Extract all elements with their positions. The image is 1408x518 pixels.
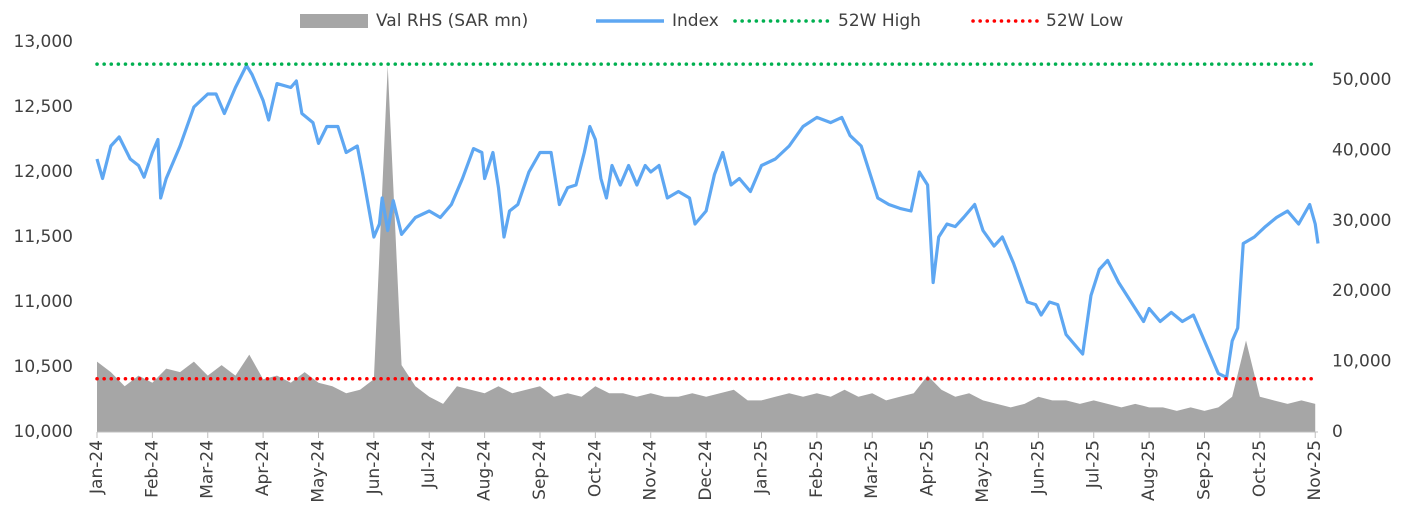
y-tick-label: 10,000 [14,422,73,442]
x-tick-label: Feb-25 [807,440,827,498]
x-tick-label: Aug-24 [475,440,495,501]
y-tick-label: 12,000 [14,162,73,182]
y2-tick-label: 30,000 [1332,211,1391,231]
x-tick-label: May-25 [973,440,993,503]
y-tick-label: 13,000 [14,32,73,52]
y2-tick-label: 50,000 [1332,70,1391,90]
legend-swatch [300,14,368,28]
x-tick-label: Jul-25 [1084,440,1104,489]
y-tick-label: 10,500 [14,357,73,377]
x-tick-label: May-24 [308,440,328,503]
x-tick-label: Jan-25 [751,440,771,495]
y2-tick-label: 20,000 [1332,281,1391,301]
x-tick-label: Sep-24 [530,440,550,500]
legend-label: Index [672,11,719,31]
index-line [95,63,1320,379]
x-tick-label: Jan-24 [87,440,107,495]
y-tick-label: 11,000 [14,292,73,312]
y-tick-label: 11,500 [14,227,73,247]
x-tick-label: Jun-25 [1028,440,1048,495]
x-tick-label: Oct-25 [1250,440,1270,497]
x-tick-label: Jul-24 [419,440,439,489]
x-tick-label: Dec-24 [696,440,716,501]
legend-label: Val RHS (SAR mn) [376,11,528,31]
x-tick-label: Apr-25 [918,440,938,496]
x-tick-label: Nov-24 [641,440,661,501]
x-tick-label: Feb-24 [142,440,162,498]
y2-tick-label: 10,000 [1332,352,1391,372]
x-tick-label: Oct-24 [585,440,605,497]
x-tick-label: Nov-25 [1305,440,1325,501]
x-tick-label: Mar-25 [862,440,882,499]
y-tick-label: 12,500 [14,97,73,117]
x-tick-label: Apr-24 [253,440,273,496]
legend-label: 52W Low [1046,11,1123,31]
x-tick-label: Aug-25 [1139,440,1159,501]
x-tick-label: Mar-24 [198,440,218,499]
y2-tick-label: 0 [1332,422,1343,442]
x-tick-label: Sep-25 [1194,440,1214,500]
value-area [97,65,1316,432]
legend-label: 52W High [838,11,921,31]
y2-tick-label: 40,000 [1332,140,1391,160]
x-tick-label: Jun-24 [364,440,384,495]
